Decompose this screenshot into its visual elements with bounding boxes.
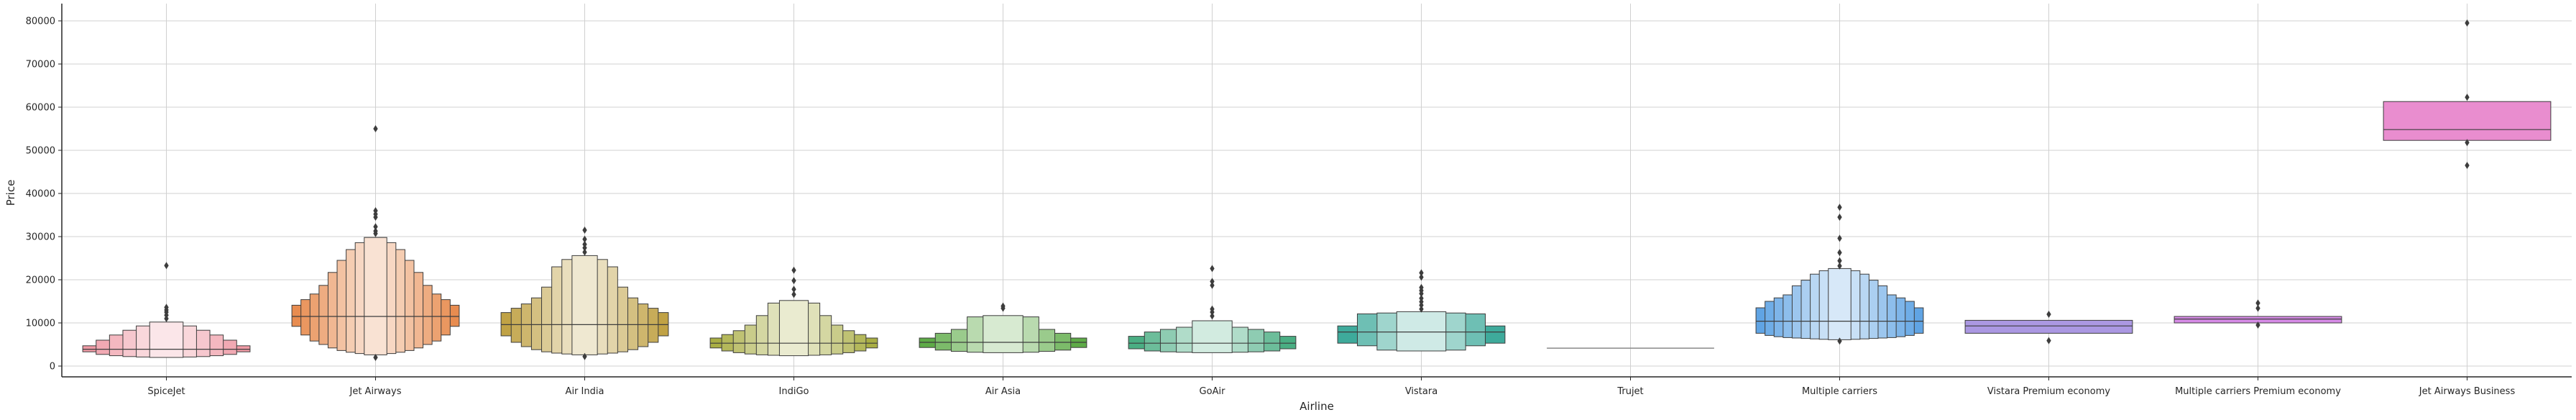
outlier-point (2255, 321, 2260, 329)
outlier-point (164, 262, 169, 270)
boxen-level (571, 255, 598, 355)
outlier-point (2046, 311, 2051, 318)
outlier-point (2465, 139, 2470, 147)
outlier-point (1000, 302, 1006, 310)
outlier-point (1419, 294, 1424, 302)
boxen-level (364, 237, 387, 355)
boxen-group (1337, 269, 1506, 352)
outlier-point (1210, 265, 1215, 273)
outlier-point (2465, 93, 2470, 101)
outlier-point (2255, 299, 2260, 307)
outlier-point (373, 125, 378, 132)
boxen-group (1964, 311, 2133, 344)
outlier-point (373, 207, 378, 214)
outlier-point (1419, 305, 1424, 313)
boxen-group (2174, 299, 2342, 329)
x-tick-label: Trujet (1616, 386, 1643, 397)
outlier-point (1837, 249, 1842, 257)
outlier-point (373, 227, 378, 235)
y-axis-label: Price (4, 180, 17, 206)
boxen-group (82, 262, 251, 358)
x-tick-label: Multiple carriers Premium economy (2175, 386, 2341, 397)
outlier-point (1837, 234, 1842, 242)
y-tick-label: 0 (50, 362, 55, 373)
x-tick-label: SpiceJet (147, 386, 185, 397)
boxen-group (1755, 204, 1924, 345)
x-ticks: SpiceJet Jet Airways Air India IndiGo Air As… (147, 377, 2515, 397)
x-tick-label: IndiGo (779, 386, 809, 397)
outlier-point (1419, 283, 1424, 291)
x-tick-label: Jet Airways (349, 386, 402, 397)
outlier-point (2255, 304, 2260, 312)
y-tick-label: 30000 (26, 232, 55, 243)
boxen-plots (82, 19, 2552, 361)
y-ticks: 0 10000 20000 30000 40000 50000 60000 70000 8000… (26, 17, 62, 373)
y-tick-label: 50000 (26, 146, 55, 157)
x-tick-label: Air Asia (985, 386, 1021, 397)
outlier-point (791, 291, 796, 298)
outlier-point (1837, 262, 1842, 270)
outlier-point (582, 248, 587, 256)
boxen-level (1396, 311, 1447, 352)
x-tick-label: GoAir (1200, 386, 1226, 397)
y-tick-label: 20000 (26, 275, 55, 286)
x-tick-label: Jet Airways Business (2419, 386, 2516, 397)
outlier-point (164, 303, 169, 311)
outlier-point (582, 235, 587, 243)
y-tick-label: 40000 (26, 189, 55, 200)
boxen-level (778, 300, 809, 357)
outlier-point (1419, 273, 1424, 281)
outlier-point (2465, 19, 2470, 27)
x-tick-label: Air India (566, 386, 604, 397)
outlier-point (582, 352, 587, 360)
outlier-point (582, 240, 587, 248)
x-tick-label: Vistara (1405, 386, 1438, 397)
boxen-group (919, 302, 1087, 353)
boxen-level (149, 321, 184, 358)
y-tick-label: 10000 (26, 319, 55, 329)
outlier-point (1210, 278, 1215, 286)
y-tick-label: 70000 (26, 60, 55, 70)
y-tick-label: 60000 (26, 103, 55, 114)
outlier-point (1210, 312, 1215, 320)
boxen-level (1192, 320, 1233, 353)
x-tick-label: Multiple carriers (1802, 386, 1877, 397)
outlier-point (582, 227, 587, 234)
x-axis-label: Airline (1300, 400, 1334, 413)
boxen-group (291, 125, 460, 361)
boxen-level (2383, 101, 2552, 141)
boxen-level (1964, 319, 2133, 334)
outlier-point (791, 277, 796, 285)
outlier-point (1837, 337, 1842, 345)
outlier-point (1419, 269, 1424, 277)
boxen-level (1828, 268, 1852, 340)
boxen-group (709, 266, 878, 357)
outlier-point (1210, 305, 1215, 313)
outlier-point (1837, 204, 1842, 211)
axes (61, 4, 2572, 378)
outlier-point (1210, 281, 1215, 289)
boxen-level (983, 315, 1024, 353)
boxen-group (1128, 265, 1297, 353)
outlier-point (2046, 337, 2051, 344)
x-tick-label: Vistara Premium economy (1987, 386, 2110, 397)
outlier-point (1837, 257, 1842, 265)
boxen-group (500, 227, 669, 360)
y-tick-label: 80000 (26, 17, 55, 27)
outlier-point (791, 286, 796, 293)
outlier-point (2465, 162, 2470, 169)
gridlines (62, 4, 2572, 377)
outlier-point (373, 223, 378, 231)
outlier-point (791, 266, 796, 274)
boxen-group (2383, 19, 2552, 169)
outlier-point (1837, 214, 1842, 221)
outlier-point (373, 354, 378, 361)
